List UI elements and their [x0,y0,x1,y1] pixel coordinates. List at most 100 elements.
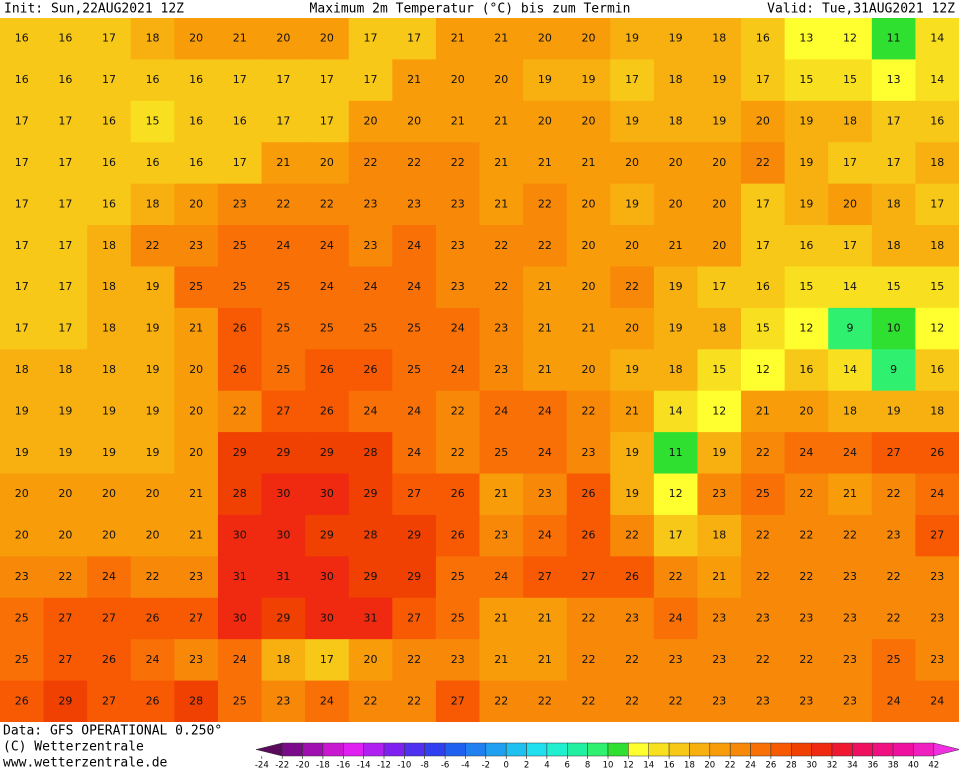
temperature-label: 29 [407,529,421,542]
temperature-cell [741,266,786,309]
temperature-label: 21 [494,197,508,210]
temperature-cell [0,266,45,309]
temperature-label: 23 [538,487,552,500]
temperature-cell [130,432,175,475]
temperature-cell [130,473,175,516]
temperature-label: 24 [843,446,857,459]
temperature-label: 19 [799,156,813,169]
temperature-label: 9 [847,322,854,335]
colorbar-segment [607,742,629,757]
temperature-cell [653,59,698,102]
temperature-cell [610,59,655,102]
temperature-cell [87,473,132,516]
temperature-label: 20 [712,239,726,252]
temperature-label: 19 [58,404,72,417]
temperature-label: 16 [189,115,203,128]
temperature-cell [915,18,959,60]
temperature-cell [566,597,611,640]
temperature-label: 20 [494,73,508,86]
colorbar-segment [281,742,303,757]
temperature-cell [392,514,437,557]
temperature-label: 27 [581,570,595,583]
temperature-cell [130,639,175,682]
temperature-label: 23 [930,653,944,666]
temperature-label: 16 [799,239,813,252]
temperature-cell [435,18,480,60]
temperature-label: 17 [15,115,29,128]
colorbar-segment [444,742,466,757]
temperature-cell [348,349,393,392]
temperature-label: 19 [625,197,639,210]
temperature-label: 17 [58,239,72,252]
temperature-cell [915,514,959,557]
colorbar-tick-label: 40 [908,761,919,770]
temperature-label: 16 [58,32,72,45]
temperature-cell [610,100,655,143]
temperature-cell [392,639,437,682]
temperature-label: 24 [799,446,813,459]
temperature-cell [523,18,568,60]
temperature-cell [653,556,698,599]
temperature-label: 21 [494,487,508,500]
temperature-cell [261,225,306,267]
temperature-cell [217,556,263,599]
temperature-cell [610,390,655,433]
temperature-cell [0,59,45,102]
temperature-cell [610,266,655,309]
temperature-label: 27 [887,446,901,459]
temperature-label: 19 [712,73,726,86]
temperature-label: 31 [276,570,290,583]
colorbar-tick-label: -14 [357,761,371,770]
temperature-label: 23 [930,570,944,583]
temperature-cell [348,266,393,309]
colorbar-tick-label: -2 [482,761,490,770]
temperature-cell [348,100,393,143]
temperature-label: 18 [930,239,944,252]
temperature-cell [392,142,437,185]
temperature-cell [348,142,393,185]
colorbar-segment [424,742,446,757]
temperature-cell [566,266,611,309]
temperature-label: 19 [625,363,639,376]
temperature-cell [566,556,611,599]
temperature-cell [43,514,88,557]
temperature-label: 18 [887,197,901,210]
temperature-label: 20 [669,197,683,210]
temperature-cell [697,639,742,682]
temperature-cell [697,59,742,102]
temperature-label: 24 [494,404,508,417]
temperature-label: 27 [538,570,552,583]
temperature-cell [348,390,393,433]
temperature-label: 23 [451,280,465,293]
temperature-label: 24 [494,570,508,583]
temperature-label: 23 [625,611,639,624]
temperature-cell [130,225,175,267]
temperature-cell [261,597,306,640]
temperature-cell [697,307,742,350]
map-area: 16 16 17 18 20 21 20 20 17 17 21 21 20 20 19 19 18 16 13 12… [0,18,959,723]
temperature-cell [217,18,263,60]
temperature-cell [174,18,219,60]
temperature-label: 17 [58,322,72,335]
temperature-label: 17 [756,73,770,86]
temperature-label: 25 [451,570,465,583]
temperature-label: 25 [494,446,508,459]
temperature-label: 21 [494,115,508,128]
temperature-label: 19 [799,197,813,210]
temperature-label: 17 [407,32,421,45]
colorbar-tick-label: 20 [704,761,715,770]
colorbar-tick-label: 10 [603,761,614,770]
temperature-label: 25 [233,239,247,252]
temperature-cell [261,680,306,723]
temperature-label: 19 [146,280,160,293]
temperature-label: 17 [320,73,334,86]
temperature-cell [261,100,306,143]
colorbar-segment [750,742,772,757]
temperature-label: 29 [320,446,334,459]
temperature-cell [43,225,88,267]
colorbar-tick-label: 14 [643,761,654,770]
temperature-cell [174,307,219,350]
temperature-label: 27 [930,529,944,542]
temperature-cell [348,556,393,599]
temperature-cell [217,100,263,143]
